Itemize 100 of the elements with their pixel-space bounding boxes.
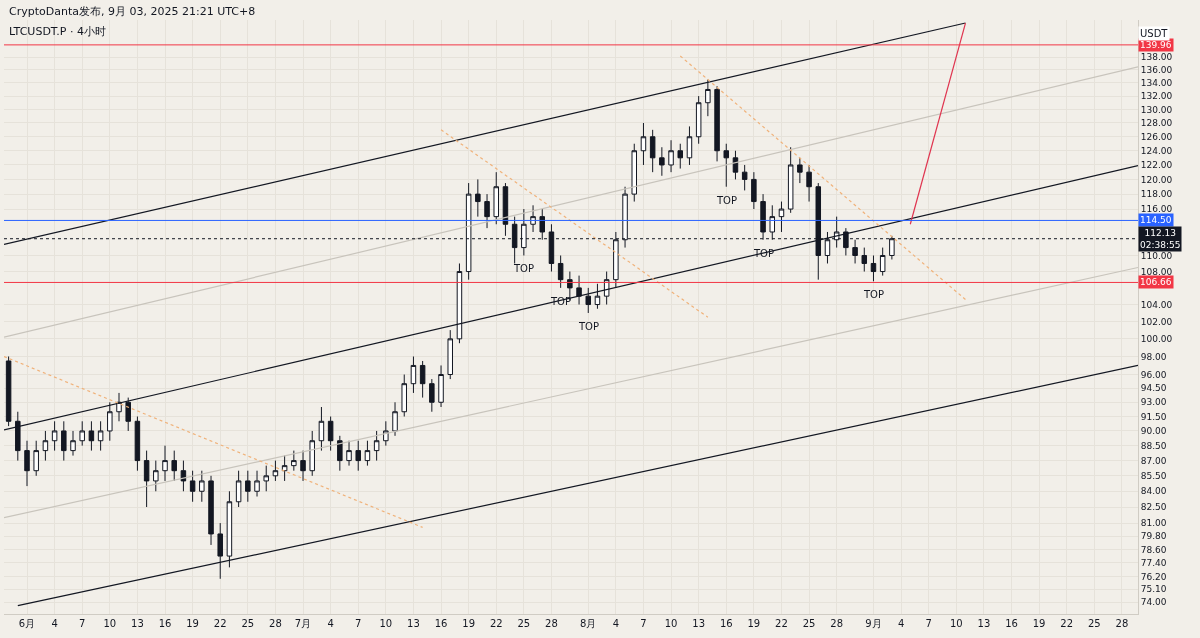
candlestick — [870, 254, 877, 282]
y-tick-label: 91.50 — [1140, 411, 1167, 422]
candlestick — [263, 465, 269, 492]
x-tick-label: 13 — [692, 618, 706, 629]
y-tick-label: 122.00 — [1140, 160, 1173, 171]
y-tick-label: 77.40 — [1140, 557, 1167, 568]
candlestick — [686, 125, 693, 166]
candlestick — [318, 406, 325, 452]
y-tick-label: 98.00 — [1140, 351, 1167, 362]
x-tick-label: 10 — [379, 618, 393, 629]
y-tick-label: 100.00 — [1140, 333, 1173, 344]
x-tick-label: 22 — [775, 618, 788, 629]
y-tick-label: 116.00 — [1140, 204, 1173, 215]
x-tick-label: 16 — [719, 618, 733, 629]
y-tick-label: 93.00 — [1140, 397, 1167, 408]
candlestick — [226, 490, 233, 568]
y-tick-label: 138.00 — [1140, 52, 1173, 63]
x-tick-label: 7 — [79, 618, 86, 629]
candlestick — [640, 122, 647, 166]
y-tick-label: 104.00 — [1140, 299, 1173, 310]
y-tick-label: 130.00 — [1140, 104, 1173, 115]
y-tick-label: 118.00 — [1140, 189, 1173, 200]
x-tick-label: 28 — [1115, 618, 1129, 629]
candlestick — [70, 430, 76, 457]
candlestick — [291, 450, 297, 472]
candlestick — [42, 430, 49, 462]
x-tick-label: 13 — [407, 618, 420, 629]
x-tick-label: 19 — [462, 618, 476, 629]
candlestick — [668, 139, 674, 173]
y-tick-label: 134.00 — [1140, 78, 1173, 89]
x-tick-label: 19 — [1032, 618, 1046, 629]
candlestick — [5, 355, 12, 427]
y-tick-label: 108.00 — [1140, 266, 1173, 277]
x-tick-label: 4 — [897, 618, 905, 629]
candlestick — [714, 85, 720, 162]
y-tick-label: 82.50 — [1140, 502, 1167, 513]
x-tick-label: 22 — [1060, 618, 1074, 629]
x-tick-label: 22 — [213, 618, 227, 629]
candlestick — [732, 150, 739, 180]
candlestick — [401, 374, 407, 417]
x-tick-label: 25 — [802, 618, 816, 629]
candlestick — [51, 420, 58, 452]
y-tick-label: 81.00 — [1140, 518, 1167, 529]
x-tick-label: 9月 — [865, 618, 882, 629]
y-tick-label: 94.50 — [1140, 383, 1167, 394]
x-tick-label: 10 — [664, 618, 678, 629]
y-tick-label: 128.00 — [1140, 118, 1173, 129]
x-tick-label: 7 — [925, 618, 932, 629]
candlestick — [300, 450, 306, 482]
candlestick — [392, 401, 398, 437]
candlestick — [861, 247, 868, 273]
candlestick — [79, 420, 85, 447]
x-tick-label: 25 — [1087, 618, 1101, 629]
candlestick — [134, 416, 141, 472]
candlestick — [806, 164, 812, 203]
candlestick — [695, 95, 702, 145]
candlestick — [429, 378, 435, 413]
candlestick — [254, 470, 260, 497]
x-tick-label: 4 — [327, 618, 334, 629]
candlestick — [272, 460, 279, 482]
candlestick — [852, 239, 858, 264]
candlestick — [162, 445, 168, 482]
x-tick-label: 25 — [241, 618, 255, 629]
candlestick — [337, 435, 343, 472]
candlestick — [88, 420, 95, 452]
candlestick — [677, 143, 684, 170]
y-axis-title: USDT — [1140, 28, 1169, 39]
candlestick — [235, 470, 242, 508]
y-tick-label: 78.60 — [1140, 544, 1167, 555]
candlestick — [33, 440, 39, 477]
candlestick — [199, 470, 205, 503]
candlestick — [438, 364, 444, 408]
annotation: TOP — [578, 321, 600, 332]
candlestick — [97, 420, 104, 452]
text: LTCUSDT.P · 4小时 — [9, 25, 106, 38]
candlestick — [24, 440, 30, 487]
y-tick-label: 102.00 — [1140, 316, 1173, 327]
y-tick-label: 88.50 — [1140, 440, 1167, 451]
candlestick — [143, 450, 150, 508]
x-tick-label: 28 — [545, 618, 558, 629]
x-tick-label: 19 — [186, 618, 199, 629]
candlestick — [530, 204, 536, 233]
y-tick-label: 84.00 — [1140, 486, 1167, 497]
y-tick-label: 120.00 — [1140, 174, 1173, 185]
candlestick — [373, 430, 380, 462]
ref-line-label: 106.66 — [1140, 277, 1172, 287]
candlestick — [245, 470, 251, 503]
x-tick-label: 7 — [640, 618, 647, 629]
candlestick — [61, 420, 67, 462]
ref-line-label: 139.96 — [1140, 40, 1172, 50]
x-tick-label: 4 — [51, 618, 58, 629]
ref-line-label: 114.50 — [1140, 215, 1172, 225]
candlestick — [751, 171, 757, 210]
candlestick — [493, 171, 499, 225]
y-tick-label: 136.00 — [1140, 65, 1173, 76]
candlestick — [475, 178, 481, 218]
candlestick — [576, 275, 582, 306]
x-tick-label: 13 — [131, 618, 144, 629]
y-tick-label: 85.50 — [1140, 470, 1167, 481]
candlestick — [659, 146, 665, 177]
